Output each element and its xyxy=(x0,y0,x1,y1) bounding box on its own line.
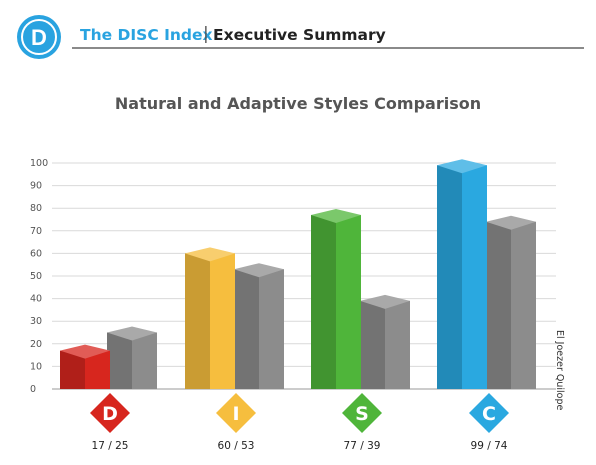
bar-adaptive-s xyxy=(360,294,410,389)
y-tick-label: 90 xyxy=(30,181,42,192)
bar-top-face xyxy=(185,247,235,262)
y-tick-label: 100 xyxy=(30,158,48,169)
category-badge-c xyxy=(469,393,509,433)
y-tick-label: 0 xyxy=(30,384,36,395)
category-badge-i xyxy=(216,393,256,433)
section-title: Executive Summary xyxy=(213,26,386,44)
bar-left-face xyxy=(360,300,385,389)
brand-title: The DISC Index xyxy=(80,26,213,44)
bar-left-face xyxy=(311,214,336,389)
logo-letter: D xyxy=(31,25,47,50)
y-tick-label: 80 xyxy=(30,203,42,214)
bar-right-face xyxy=(259,269,284,389)
chart-title: Natural and Adaptive Styles Comparison xyxy=(114,94,482,113)
y-tick-label: 50 xyxy=(30,271,42,282)
page-header: D The DISC Index | Executive Summary xyxy=(16,14,584,60)
y-tick-label: 40 xyxy=(30,294,42,305)
pair-value-label: 99 / 74 xyxy=(471,440,508,452)
pair-value-label: 77 / 39 xyxy=(344,440,381,452)
bar-left-face xyxy=(107,332,132,389)
pair-value-label: 17 / 25 xyxy=(92,440,129,452)
y-tick-label: 10 xyxy=(30,361,42,372)
category-letter: C xyxy=(482,403,496,425)
bar-top-face xyxy=(107,326,157,341)
bar-natural-c xyxy=(437,159,487,389)
bar-left-face xyxy=(486,221,511,389)
category-letter: I xyxy=(232,403,239,425)
bar-right-face xyxy=(462,165,487,389)
bar-adaptive-i xyxy=(234,263,284,389)
y-tick-label: 30 xyxy=(30,316,42,327)
bar-natural-i xyxy=(185,247,235,389)
y-tick-label: 70 xyxy=(30,226,42,237)
bar-natural-s xyxy=(311,208,361,389)
category-badge-d xyxy=(90,393,130,433)
bar-top-face xyxy=(60,344,110,359)
side-credit: El Joezer Quilope xyxy=(554,330,565,411)
bar-left-face xyxy=(234,269,259,389)
y-tick-label: 20 xyxy=(30,339,42,350)
bar-top-face xyxy=(360,294,410,309)
pair-value-label: 60 / 53 xyxy=(218,440,255,452)
bar-right-face xyxy=(336,214,361,389)
bar-top-face xyxy=(437,159,487,174)
header-rule xyxy=(72,47,584,49)
disc-logo-icon: D xyxy=(17,15,61,59)
title-separator: | xyxy=(203,24,209,44)
category-badge-s xyxy=(342,393,382,433)
category-letter: S xyxy=(355,403,369,425)
bar-top-face xyxy=(486,215,536,230)
bar-left-face xyxy=(437,165,462,389)
bar-left-face xyxy=(185,253,210,389)
bar-right-face xyxy=(385,300,410,389)
bar-right-face xyxy=(132,332,157,389)
bar-top-face xyxy=(311,208,361,223)
bar-top-face xyxy=(234,263,284,278)
bar-natural-d xyxy=(60,344,110,389)
y-tick-label: 60 xyxy=(30,248,42,259)
bar-adaptive-d xyxy=(107,326,157,389)
category-letter: D xyxy=(102,403,118,425)
bar-right-face xyxy=(511,221,536,389)
bar-right-face xyxy=(210,253,235,389)
bar-adaptive-c xyxy=(486,215,536,389)
